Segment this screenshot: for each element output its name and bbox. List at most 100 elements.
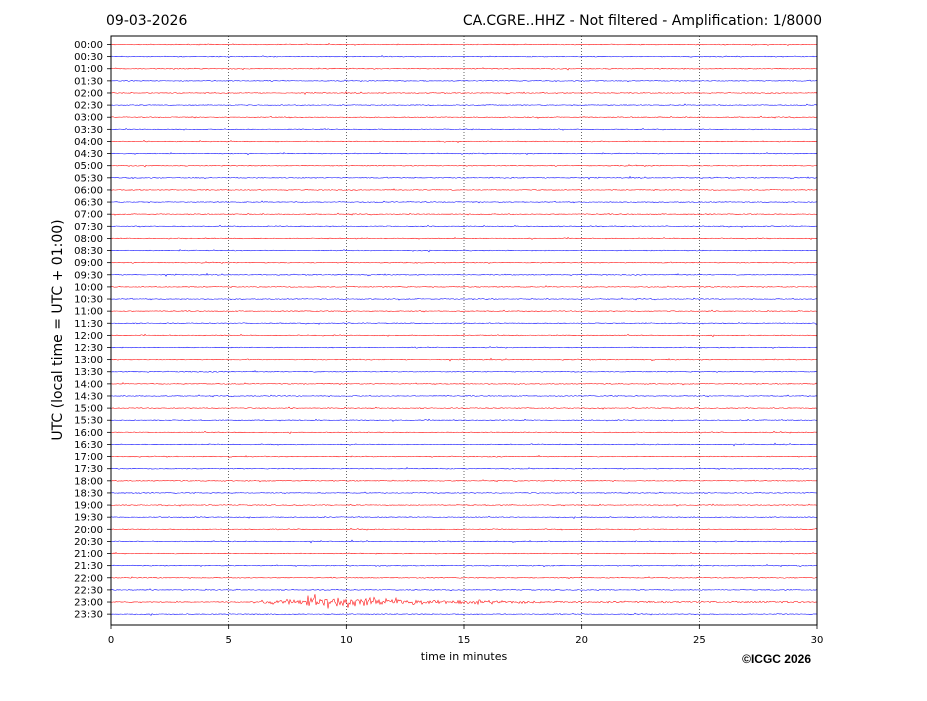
y-tick-label: 16:30 [74, 440, 103, 451]
y-tick-label: 19:00 [74, 501, 103, 512]
trace-1030 [110, 297, 818, 301]
trace-0730 [110, 224, 818, 228]
y-tick-label: 14:00 [74, 379, 103, 390]
y-tick-label: 14:30 [74, 391, 103, 402]
x-tick-label: 20 [575, 635, 588, 646]
trace-1500 [110, 406, 818, 410]
trace-1330 [110, 370, 818, 373]
trace-1530 [110, 418, 818, 422]
y-tick-label: 05:00 [74, 161, 103, 172]
y-tick-label: 15:00 [74, 404, 103, 415]
y-tick-label: 13:00 [74, 355, 103, 366]
trace-1930 [110, 515, 818, 519]
trace-1100 [110, 309, 818, 313]
trace-2130 [110, 564, 818, 568]
trace-layer [110, 42, 818, 616]
x-axis-label: time in minutes [421, 650, 508, 663]
y-tick-label: 03:00 [74, 113, 103, 124]
grid-layer [228, 36, 700, 625]
y-tick-label: 04:00 [74, 137, 103, 148]
y-tick-label: 10:00 [74, 282, 103, 293]
trace-0600 [110, 188, 818, 192]
y-tick-label: 00:00 [74, 40, 103, 51]
trace-0030 [110, 55, 818, 58]
trace-0900 [110, 261, 818, 264]
trace-0300 [110, 115, 818, 119]
y-tick-label: 08:00 [74, 234, 103, 245]
y-tick-label: 06:30 [74, 198, 103, 209]
y-tick-label: 04:30 [74, 149, 103, 160]
y-tick-label: 13:30 [74, 367, 103, 378]
trace-1700 [110, 454, 818, 459]
trace-0500 [110, 164, 818, 168]
y-tick-label: 01:30 [74, 76, 103, 87]
y-tick-label: 09:30 [74, 270, 103, 281]
y-tick-label: 02:00 [74, 88, 103, 99]
trace-1400 [110, 382, 818, 386]
trace-2200 [110, 576, 818, 580]
y-tick-label: 01:00 [74, 64, 103, 75]
y-tick-label: 05:30 [74, 173, 103, 184]
copyright-label: ©ICGC 2026 [742, 652, 811, 666]
trace-2000 [110, 527, 818, 531]
trace-1300 [110, 357, 818, 362]
trace-2030 [110, 539, 818, 544]
y-tick-label: 18:30 [74, 488, 103, 499]
y-tick-label: 12:00 [74, 331, 103, 342]
date-label: 09-03-2026 [106, 13, 187, 29]
y-tick-label: 18:00 [74, 476, 103, 487]
trace-1200 [110, 333, 818, 338]
y-tick-label: 02:30 [74, 101, 103, 112]
x-tick-label: 10 [340, 635, 353, 646]
trace-1900 [110, 503, 817, 507]
y-tick-label: 23:00 [74, 598, 103, 609]
trace-0100 [110, 67, 818, 71]
trace-0400 [110, 139, 818, 143]
y-tick-label: 15:30 [74, 416, 103, 427]
y-tick-label: 19:30 [74, 513, 103, 524]
y-tick-label: 21:30 [74, 561, 103, 572]
y-tick-label: 03:30 [74, 125, 103, 136]
y-tick-label: 07:00 [74, 210, 103, 221]
y-tick-label: 16:00 [74, 428, 103, 439]
y-tick-label: 06:00 [74, 185, 103, 196]
trace-0930 [111, 272, 818, 277]
x-tick-label: 15 [458, 635, 471, 646]
y-tick-label: 21:00 [74, 549, 103, 560]
trace-2330 [110, 612, 818, 616]
y-tick-label: 08:30 [74, 246, 103, 257]
x-tick-label: 25 [693, 635, 706, 646]
trace-1000 [110, 285, 818, 289]
chart-title: CA.CGRE..HHZ - Not filtered - Amplificat… [463, 13, 822, 29]
y-tick-label: 11:30 [74, 319, 103, 330]
y-tick-label: 22:30 [74, 585, 103, 596]
trace-0830 [110, 249, 818, 253]
trace-1730 [110, 467, 818, 470]
y-tick-label: 00:30 [74, 52, 103, 63]
x-tick-label: 30 [811, 635, 824, 646]
trace-0330 [110, 127, 818, 131]
trace-0200 [110, 91, 818, 95]
y-tick-label: 12:30 [74, 343, 103, 354]
trace-0230 [110, 103, 818, 107]
y-tick-label: 17:00 [74, 452, 103, 463]
x-tick-label: 0 [108, 635, 114, 646]
trace-2230 [111, 588, 818, 592]
y-tick-label: 09:00 [74, 258, 103, 269]
y-tick-label: 23:30 [74, 610, 103, 621]
trace-1230 [110, 346, 818, 349]
y-tick-label: 17:30 [74, 464, 103, 475]
trace-0800 [110, 236, 818, 240]
plot-frame [110, 35, 818, 626]
trace-1600 [110, 430, 818, 435]
y-tick-label: 11:00 [74, 307, 103, 318]
trace-1630 [110, 442, 818, 447]
trace-1830 [110, 491, 818, 495]
y-axis-label: UTC (local time = UTC + 01:00) [50, 219, 66, 440]
trace-1430 [110, 394, 818, 398]
x-tick-layer: 0 5 10 15 20 25 30 [108, 625, 824, 646]
y-tick-label: 07:30 [74, 222, 103, 233]
x-tick-label: 5 [225, 635, 231, 646]
